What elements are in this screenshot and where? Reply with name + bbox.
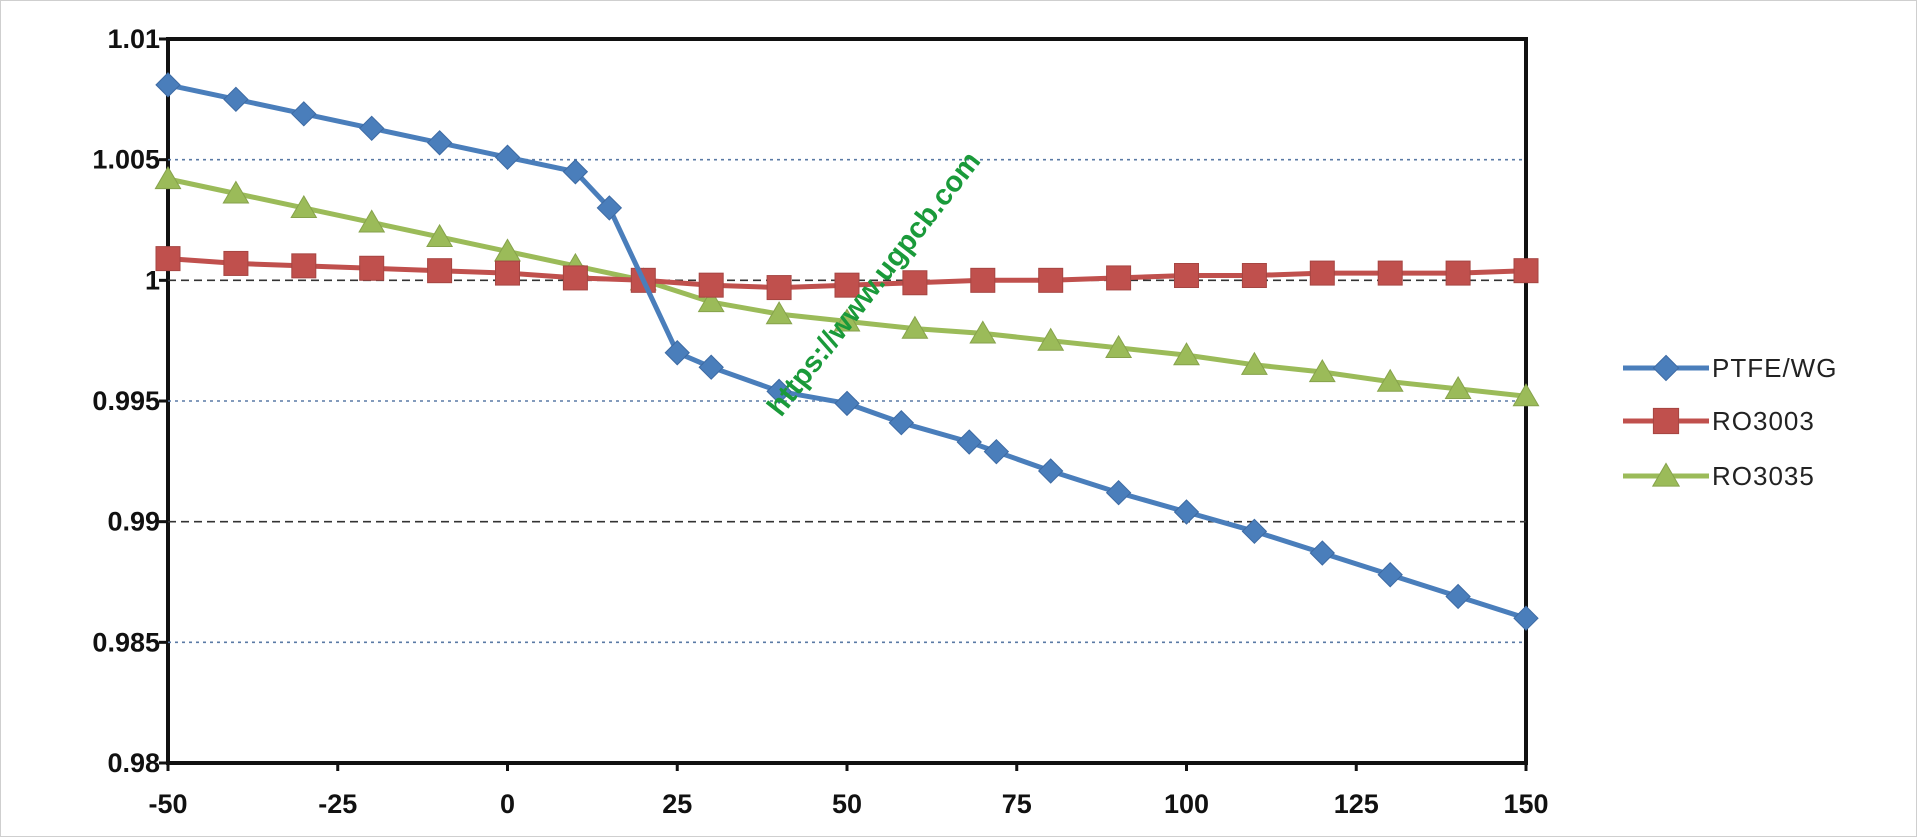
data-point bbox=[1173, 499, 1200, 525]
data-point bbox=[222, 180, 250, 204]
axes: 0.98 0.985 0.99 0.995 1 1.005 1.01 -50 -25 0 25 50 7… bbox=[92, 24, 1548, 819]
data-point bbox=[562, 159, 589, 185]
data-point bbox=[969, 320, 997, 344]
data-point bbox=[901, 315, 929, 339]
data-point bbox=[359, 255, 385, 281]
data-point bbox=[1105, 479, 1132, 506]
data-point bbox=[698, 272, 724, 298]
y-tick-label: 0.98 bbox=[107, 748, 160, 778]
data-point bbox=[902, 270, 928, 296]
data-point bbox=[1037, 327, 1065, 351]
data-point bbox=[426, 223, 454, 247]
series-ptfe-wg bbox=[155, 72, 1539, 631]
data-point bbox=[970, 267, 996, 293]
data-point bbox=[427, 258, 453, 284]
data-point bbox=[1445, 260, 1471, 286]
y-tick-label: 0.985 bbox=[92, 627, 160, 657]
series-ro3003 bbox=[155, 246, 1539, 301]
data-point bbox=[1445, 583, 1471, 610]
data-point bbox=[1512, 383, 1540, 407]
y-tick-label: 0.99 bbox=[107, 507, 160, 537]
data-point bbox=[1377, 260, 1403, 286]
x-tick-label: 50 bbox=[832, 789, 862, 819]
data-point bbox=[223, 86, 249, 113]
y-tick-label: 0.995 bbox=[92, 386, 160, 416]
data-point bbox=[956, 429, 982, 455]
data-point bbox=[290, 194, 318, 219]
x-tick-label: 100 bbox=[1164, 789, 1209, 819]
data-point bbox=[834, 272, 860, 298]
data-point bbox=[888, 410, 915, 436]
data-point bbox=[697, 289, 725, 313]
data-point bbox=[1241, 263, 1267, 289]
data-point bbox=[1444, 375, 1472, 400]
x-tick-label: 150 bbox=[1503, 789, 1548, 819]
data-point bbox=[494, 144, 521, 170]
data-point bbox=[1106, 265, 1132, 291]
data-point bbox=[155, 246, 181, 272]
data-point bbox=[1173, 342, 1200, 366]
data-point bbox=[983, 438, 1010, 465]
data-point bbox=[1174, 263, 1199, 289]
data-point bbox=[834, 390, 860, 417]
legend-label: RO3003 bbox=[1712, 406, 1815, 436]
legend-label: PTFE/WG bbox=[1712, 353, 1837, 383]
data-point bbox=[291, 101, 317, 127]
data-point bbox=[1309, 540, 1336, 566]
data-point bbox=[698, 354, 724, 380]
data-point bbox=[223, 250, 249, 276]
legend-marker bbox=[1652, 354, 1680, 382]
legend-item: PTFE/WG bbox=[1623, 353, 1837, 383]
data-point bbox=[562, 265, 588, 291]
data-point bbox=[664, 340, 690, 366]
data-point bbox=[426, 130, 453, 156]
data-point bbox=[1240, 351, 1268, 375]
x-tick-label: 25 bbox=[662, 789, 692, 819]
y-tick-label: 1 bbox=[145, 265, 160, 295]
data-point bbox=[1513, 605, 1539, 631]
data-point bbox=[155, 72, 181, 98]
data-point bbox=[495, 260, 520, 286]
y-tick-label: 1.01 bbox=[107, 24, 160, 54]
data-point bbox=[765, 301, 793, 325]
data-point bbox=[358, 209, 386, 233]
data-point bbox=[1377, 562, 1403, 588]
data-point bbox=[291, 253, 317, 279]
data-point bbox=[630, 267, 656, 293]
legend-marker bbox=[1652, 407, 1680, 435]
data-point bbox=[1513, 258, 1539, 284]
data-point bbox=[1241, 518, 1268, 545]
x-tick-label: -50 bbox=[148, 789, 187, 819]
data-point bbox=[1308, 359, 1336, 383]
legend-item: RO3035 bbox=[1623, 461, 1815, 491]
data-point bbox=[766, 378, 792, 405]
data-point bbox=[1037, 458, 1064, 484]
data-point bbox=[358, 115, 385, 142]
data-point bbox=[1376, 368, 1404, 392]
data-point bbox=[1309, 260, 1335, 286]
x-tick-label: 75 bbox=[1002, 789, 1032, 819]
legend: PTFE/WG RO3003 RO3035 bbox=[1623, 353, 1837, 491]
data-point bbox=[1038, 267, 1064, 293]
legend-marker bbox=[1651, 462, 1681, 487]
data-point bbox=[766, 275, 792, 301]
x-tick-label: 0 bbox=[500, 789, 515, 819]
y-tick-label: 1.005 bbox=[92, 145, 160, 175]
legend-label: RO3035 bbox=[1712, 461, 1815, 491]
data-point bbox=[833, 308, 861, 332]
x-tick-label: -25 bbox=[318, 789, 357, 819]
data-point bbox=[154, 165, 182, 190]
x-tick-label: 125 bbox=[1334, 789, 1379, 819]
data-point bbox=[596, 195, 623, 221]
series-group bbox=[154, 72, 1540, 631]
legend-item: RO3003 bbox=[1623, 406, 1815, 436]
data-point bbox=[1105, 334, 1133, 359]
